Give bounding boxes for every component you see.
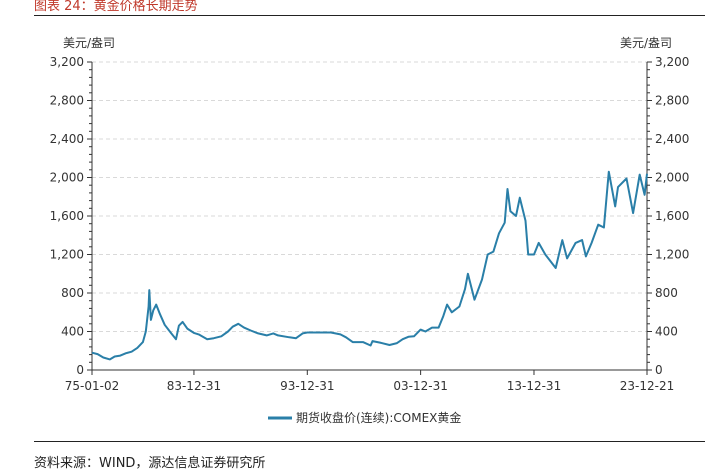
- right-y-tick-label: 3,200: [655, 55, 689, 69]
- right-y-tick-label: 2,400: [655, 132, 689, 146]
- axis-layer: 0 0 400 400 800 800 1,200 1,200 1,600 1,600 2,000 2…: [50, 55, 690, 393]
- left-y-tick-label: 400: [61, 325, 84, 339]
- source-note: 资料来源：WIND，源达信息证券研究所: [34, 456, 266, 471]
- left-y-tick-label: 2,400: [50, 132, 84, 146]
- left-y-tick-label: 2,800: [50, 94, 84, 108]
- x-tick-label: 13-12-31: [507, 379, 561, 393]
- left-y-tick-label: 0: [76, 363, 84, 377]
- left-y-tick-label: 3,200: [50, 55, 84, 69]
- figure-title: 图表 24：黄金价格长期走势: [34, 0, 198, 14]
- left-y-tick-label: 1,600: [50, 209, 84, 223]
- right-y-tick-label: 800: [655, 286, 678, 300]
- legend[interactable]: 期货收盘价(连续):COMEX黄金: [268, 410, 461, 425]
- bottom-rule: [34, 441, 705, 442]
- left-y-tick-label: 800: [61, 286, 84, 300]
- grid-layer: [92, 61, 647, 332]
- x-tick-label: 83-12-31: [167, 379, 221, 393]
- right-y-tick-label: 2,800: [655, 94, 689, 108]
- series-layer: [91, 170, 648, 361]
- right-y-tick-label: 1,200: [655, 248, 689, 262]
- right-unit-label: 美元/盎司: [620, 36, 672, 50]
- legend-label: 期货收盘价(连续):COMEX黄金: [296, 410, 461, 425]
- series-line-comex-gold: [91, 170, 648, 361]
- x-tick-label: 75-01-02: [65, 379, 119, 393]
- x-tick-label: 03-12-31: [393, 379, 447, 393]
- x-tick-label: 23-12-21: [620, 379, 674, 393]
- top-rule: [34, 15, 705, 16]
- left-y-tick-label: 2,000: [50, 171, 84, 185]
- left-y-tick-label: 1,200: [50, 248, 84, 262]
- left-unit-label: 美元/盎司: [63, 36, 115, 50]
- right-y-tick-label: 2,000: [655, 171, 689, 185]
- x-tick-label: 93-12-31: [280, 379, 334, 393]
- right-y-tick-label: 1,600: [655, 209, 689, 223]
- right-y-tick-label: 400: [655, 325, 678, 339]
- right-y-tick-label: 0: [655, 363, 663, 377]
